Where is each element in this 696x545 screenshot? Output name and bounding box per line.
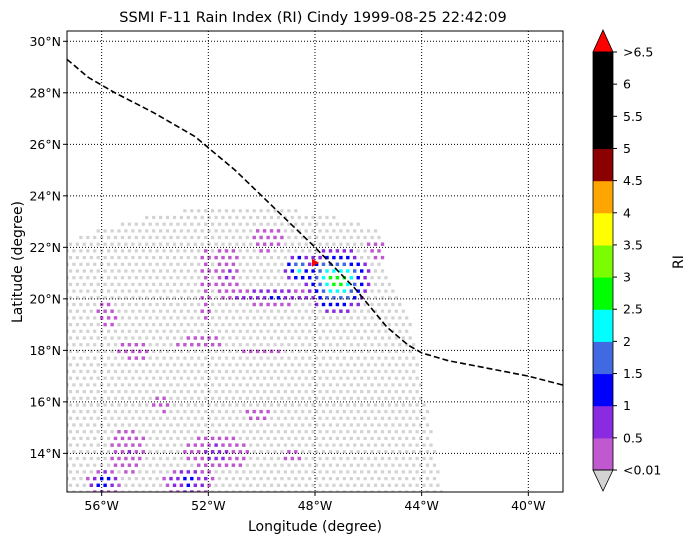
y-tick-label: 14°N <box>29 446 61 461</box>
figure-title: SSMI F-11 Rain Index (RI) Cindy 1999-08-… <box>119 10 506 26</box>
colorbar-over-extension <box>592 29 614 53</box>
x-tick-label: 40°W <box>511 498 546 513</box>
colorbar-segment <box>593 437 613 471</box>
colorbar-segment <box>593 405 613 439</box>
x-axis-label: Longitude (degree) <box>248 519 382 535</box>
colorbar-segment <box>593 52 613 85</box>
y-tick-label: 28°N <box>29 85 61 100</box>
colorbar-segment <box>593 180 613 214</box>
latitude-ticks: 14°N 16°N 18°N 20°N 22°N 24°N 26°N 28°N 30°N <box>29 34 67 461</box>
y-tick-label: 26°N <box>29 137 61 152</box>
colorbar-label: RI <box>671 255 687 269</box>
colorbar-tick-label: 1.5 <box>623 366 643 381</box>
lat-lon-gridlines <box>67 31 563 492</box>
ssmi-swath-pixels <box>67 209 443 492</box>
storm-center-marker-shape <box>312 258 319 267</box>
map-plot-area <box>67 31 563 492</box>
colorbar-tick-label: 2.5 <box>623 302 643 317</box>
y-tick-label: 30°N <box>29 34 61 49</box>
colorbar-segment <box>593 116 613 149</box>
colorbar-tick-label: 6 <box>623 77 631 92</box>
colorbar-segment <box>593 84 613 117</box>
colorbar-tick-label: 4.5 <box>623 173 643 188</box>
storm-track-line <box>67 58 563 386</box>
y-tick-label: 20°N <box>29 291 61 306</box>
colorbar-tick-label: <0.01 <box>623 463 661 478</box>
colorbar-tick-label: 0.5 <box>623 430 643 445</box>
x-tick-label: 48°W <box>298 498 333 513</box>
y-tick-label: 24°N <box>29 188 61 203</box>
x-tick-label: 56°W <box>84 498 119 513</box>
colorbar-tick-label: 1 <box>623 398 631 413</box>
colorbar-segment <box>593 277 613 310</box>
colorbar-tick-label: 4 <box>623 205 631 220</box>
colorbar-tick-label: >6.5 <box>623 45 653 60</box>
colorbar-segment <box>593 373 613 407</box>
rain-index-colorbar: <0.01 0.5 1 1.5 2 2.5 3 3.5 4 4.5 5 5.5 6 >6.5 <box>592 29 661 492</box>
colorbar-segment <box>593 341 613 375</box>
y-tick-label: 16°N <box>29 394 61 409</box>
y-axis-label: Latitude (degree) <box>10 201 26 323</box>
longitude-ticks: 56°W 52°W 48°W 44°W 40°W <box>84 492 546 513</box>
colorbar-segment <box>593 148 613 182</box>
colorbar-segment <box>593 244 613 278</box>
colorbar-tick-label: 3 <box>623 270 631 285</box>
colorbar-segment <box>593 309 613 342</box>
colorbar-tick-label: 5.5 <box>623 109 643 124</box>
colorbar-tick-label: 2 <box>623 334 631 349</box>
y-tick-label: 22°N <box>29 240 61 255</box>
x-tick-label: 52°W <box>191 498 226 513</box>
colorbar-frame <box>592 51 614 471</box>
colorbar-under-extension <box>592 469 614 492</box>
colorbar-segment <box>593 212 613 246</box>
x-tick-label: 44°W <box>404 498 439 513</box>
rain-index-pixels <box>86 229 385 492</box>
colorbar-tick-label: 5 <box>623 141 631 156</box>
y-tick-label: 18°N <box>29 343 61 358</box>
colorbar-tick-label: 3.5 <box>623 237 643 252</box>
storm-center-marker <box>312 258 319 267</box>
